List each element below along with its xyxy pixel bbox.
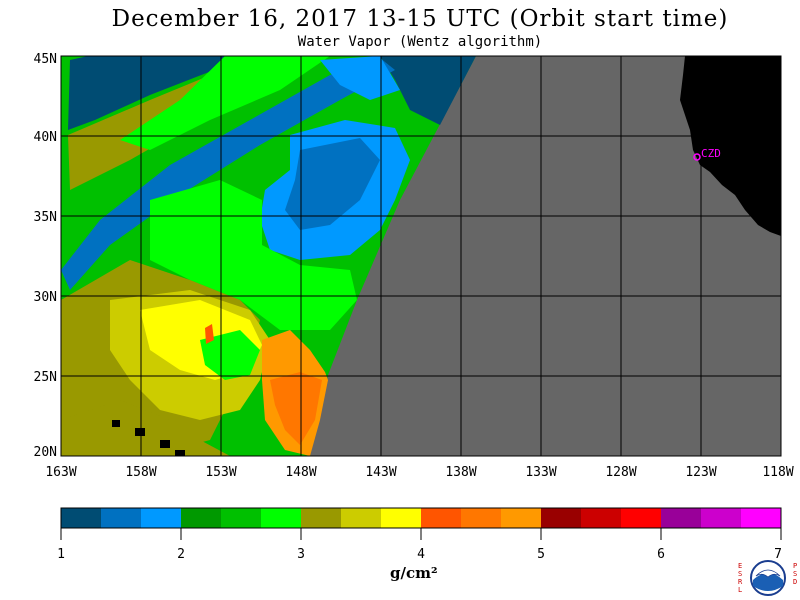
lon-label-123w: 123W [685,465,716,480]
map-frame [60,55,782,457]
field-redorange-spot [205,324,214,344]
field-blue-pocket-core [285,138,380,230]
station-label: CZD [701,147,721,160]
lon-label-158w: 158W [125,465,156,480]
field-green-north [120,56,330,150]
svg-text:R: R [738,578,743,586]
station-marker-icon [693,153,701,161]
island-2 [135,428,145,436]
field-darkblue-ne [380,56,476,125]
lon-label-163w: 163W [45,465,76,480]
lat-label-35n: 35N [34,210,57,225]
lon-label-133w: 133W [525,465,556,480]
colorbar-swatch [301,508,342,528]
page-title: December 16, 2017 13-15 UTC (Orbit start… [111,6,729,32]
lon-label-148w: 148W [285,465,316,480]
lon-label-128w: 128W [605,465,636,480]
colorbar-ticks [60,528,782,540]
colorbar-swatch [341,508,382,528]
colorbar-swatch [461,508,502,528]
colorbar-label-3: 3 [297,547,305,562]
lon-label-138w: 138W [445,465,476,480]
colorbar-label-2: 2 [177,547,185,562]
colorbar-swatch [101,508,142,528]
svg-text:L: L [738,586,742,594]
map-grid [61,56,781,456]
field-darkblue-nw [68,56,250,130]
field-orange-core [270,372,322,445]
field-green-mid [150,180,357,330]
colorbar-swatch [61,508,102,528]
colorbar-swatch [141,508,182,528]
land-north-america [680,56,781,236]
lon-label-118w: 118W [762,465,793,480]
colorbar-swatch [261,508,302,528]
colorbar-label-1: 1 [57,547,65,562]
lon-label-143w: 143W [365,465,396,480]
colorbar-label-6: 6 [657,547,665,562]
colorbar-swatch [661,508,702,528]
lon-label-153w: 153W [205,465,236,480]
lat-label-30n: 30N [34,290,57,305]
svg-text:E: E [738,562,742,570]
colorbar-unit-label: g/cm² [390,564,438,582]
lat-label-40n: 40N [34,130,57,145]
colorbar-swatch [181,508,222,528]
island-1 [112,420,120,427]
lat-label-20n: 20N [34,445,57,460]
colorbar-swatch [621,508,662,528]
field-green-swirl [200,330,260,380]
colorbar-swatch [541,508,582,528]
svg-text:S: S [738,570,742,578]
colorbar-swatch [381,508,422,528]
colorbar-swatch [581,508,622,528]
svg-text:D: D [793,578,797,586]
colorbar-swatch [701,508,742,528]
colorbar-swatch [501,508,542,528]
colorbar-swatch [741,508,782,528]
lat-label-45n: 45N [34,52,57,67]
map-field [61,56,781,456]
lat-label-25n: 25N [34,370,57,385]
field-lightblue-north [320,56,400,100]
colorbar-label-4: 4 [417,547,425,562]
field-olive-sw [61,400,230,456]
colorbar-label-7: 7 [774,547,782,562]
svg-text:S: S [793,570,797,578]
field-blue-filament [61,58,395,290]
colorbar-swatch [221,508,262,528]
svg-text:P: P [793,562,797,570]
colorbar-swatch [421,508,462,528]
island-4 [175,450,185,456]
island-3 [160,440,170,448]
page-subtitle: Water Vapor (Wentz algorithm) [297,34,543,50]
colorbar [61,508,782,528]
colorbar-label-5: 5 [537,547,545,562]
